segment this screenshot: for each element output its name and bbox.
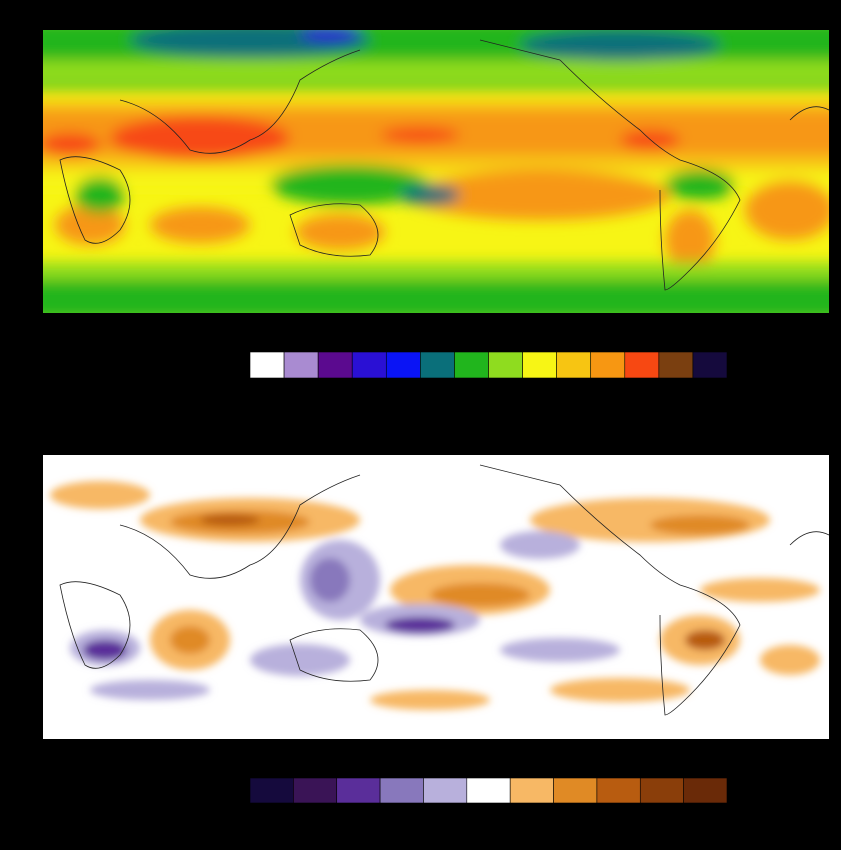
colorbar-swatch	[553, 777, 598, 804]
colorbar-swatch	[454, 351, 489, 379]
colorbar-swatch	[283, 351, 319, 379]
colorbar-swatch	[423, 777, 468, 804]
colorbar-swatch	[379, 777, 424, 804]
bottom-map	[43, 455, 829, 739]
colorbar-swatch	[351, 351, 387, 379]
field-contours	[43, 30, 829, 313]
colorbar-swatch	[639, 777, 684, 804]
colorbar-swatch	[590, 351, 626, 379]
colorbar-swatch	[509, 777, 554, 804]
colorbar-swatch	[683, 777, 728, 804]
colorbar-swatch	[336, 777, 381, 804]
coastlines	[59, 39, 829, 291]
colorbar-swatch	[596, 777, 641, 804]
colorbar-swatch	[556, 351, 592, 379]
colorbars	[249, 351, 728, 804]
colorbar-swatch	[466, 777, 511, 804]
colorbar-swatch	[249, 351, 285, 379]
colorbar-swatch	[488, 351, 523, 379]
coastlines	[59, 464, 829, 716]
colorbar-swatch	[385, 351, 421, 379]
colorbar-swatch	[317, 351, 353, 379]
field-contours	[50, 481, 820, 710]
colorbar-swatch	[420, 351, 455, 379]
colorbar-swatch	[293, 777, 338, 804]
colorbar-swatch	[522, 351, 557, 379]
colorbar-swatch	[692, 351, 728, 379]
colorbar-swatch	[249, 777, 294, 804]
colorbar-swatch	[624, 351, 660, 379]
colorbar-swatch	[658, 351, 694, 379]
top-map	[43, 30, 829, 313]
